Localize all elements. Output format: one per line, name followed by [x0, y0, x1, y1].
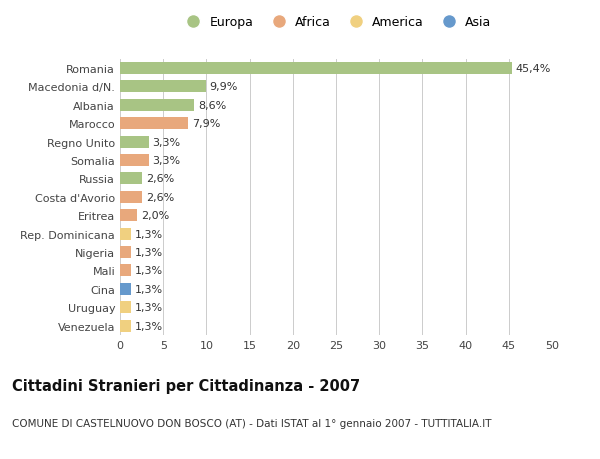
Bar [120, 100, 194, 112]
Bar [120, 81, 206, 93]
Text: 45,4%: 45,4% [516, 64, 551, 74]
Bar [120, 210, 137, 222]
Text: COMUNE DI CASTELNUOVO DON BOSCO (AT) - Dati ISTAT al 1° gennaio 2007 - TUTTITALI: COMUNE DI CASTELNUOVO DON BOSCO (AT) - D… [12, 418, 491, 428]
Text: 3,3%: 3,3% [152, 156, 180, 166]
Text: 1,3%: 1,3% [134, 229, 163, 239]
Bar [120, 265, 131, 277]
Bar [120, 63, 512, 75]
Text: 2,0%: 2,0% [141, 211, 169, 221]
Bar [120, 283, 131, 295]
Text: 1,3%: 1,3% [134, 302, 163, 313]
Bar [120, 246, 131, 258]
Text: 1,3%: 1,3% [134, 321, 163, 331]
Bar [120, 228, 131, 240]
Text: Cittadini Stranieri per Cittadinanza - 2007: Cittadini Stranieri per Cittadinanza - 2… [12, 379, 360, 394]
Text: 1,3%: 1,3% [134, 266, 163, 276]
Text: 8,6%: 8,6% [198, 101, 226, 111]
Bar [120, 118, 188, 130]
Text: 3,3%: 3,3% [152, 137, 180, 147]
Text: 9,9%: 9,9% [209, 82, 238, 92]
Bar [120, 155, 149, 167]
Bar [120, 302, 131, 313]
Text: 7,9%: 7,9% [192, 119, 220, 129]
Legend: Europa, Africa, America, Asia: Europa, Africa, America, Asia [181, 17, 491, 29]
Text: 2,6%: 2,6% [146, 174, 174, 184]
Text: 1,3%: 1,3% [134, 247, 163, 257]
Text: 1,3%: 1,3% [134, 284, 163, 294]
Bar [120, 136, 149, 148]
Text: 2,6%: 2,6% [146, 192, 174, 202]
Bar [120, 173, 142, 185]
Bar [120, 191, 142, 203]
Bar [120, 320, 131, 332]
